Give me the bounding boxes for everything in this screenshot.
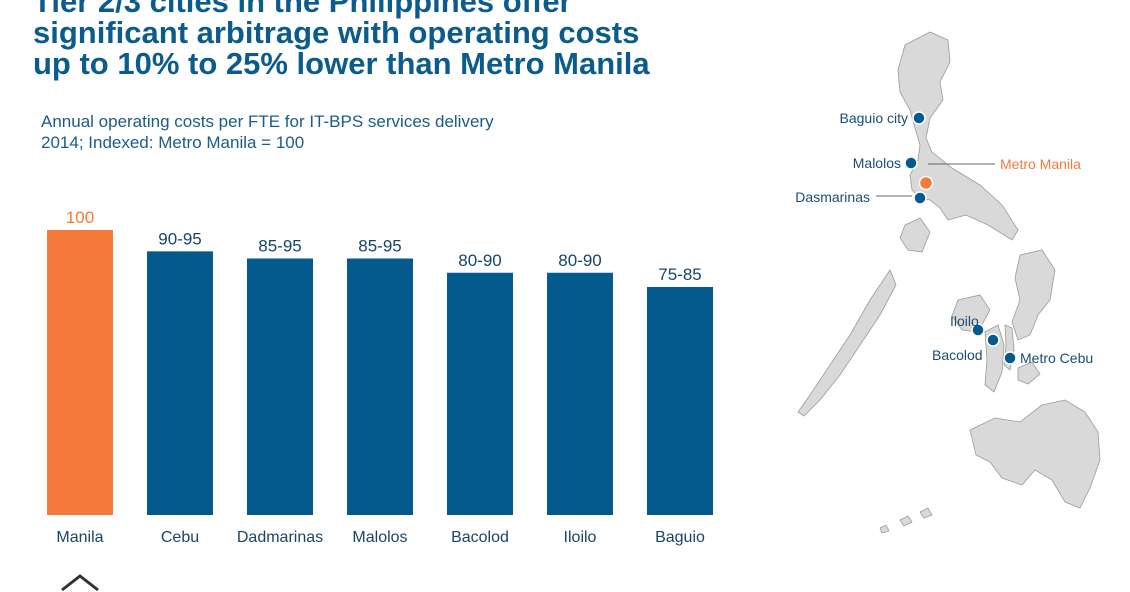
map-palawan bbox=[797, 269, 897, 417]
category-label: Malolos bbox=[352, 529, 407, 546]
map-luzon bbox=[897, 31, 1019, 241]
bacolod-label: Bacolod bbox=[932, 347, 983, 363]
logo-chevron-icon bbox=[61, 574, 99, 592]
map-sulu-islands bbox=[879, 507, 933, 534]
bar-chart: 100 Manila 90-95 Cebu 85-95 Dadmarinas 85-95 Ma… bbox=[47, 208, 713, 546]
malolos-marker bbox=[904, 156, 918, 170]
title-line-3: up to 10% to 25% lower than Metro Manila bbox=[33, 46, 650, 81]
metro-cebu-marker bbox=[1003, 351, 1017, 365]
chart-subtitle-line-2: 2014; Indexed: Metro Manila = 100 bbox=[41, 133, 305, 152]
bar-value-label: 90-95 bbox=[158, 229, 201, 248]
chart-subtitle: Annual operating costs per FTE for IT-BP… bbox=[41, 111, 494, 153]
iloilo-label: Iloilo bbox=[950, 313, 979, 329]
bar-bacolod bbox=[447, 272, 513, 515]
baguio-city-marker bbox=[912, 111, 926, 125]
bar-value-label: 85-95 bbox=[358, 237, 401, 256]
bar-value-label: 75-85 bbox=[658, 265, 701, 284]
bar-value-label: 80-90 bbox=[558, 251, 601, 270]
category-label: Cebu bbox=[161, 529, 199, 546]
bar-value-label: 85-95 bbox=[258, 237, 301, 256]
map-bohol bbox=[1017, 361, 1041, 385]
bar-value-label: 80-90 bbox=[458, 251, 501, 270]
category-label: Bacolod bbox=[451, 529, 509, 546]
category-label: Iloilo bbox=[564, 529, 597, 546]
title-line-1: Tier 2/3 cities in the Philippines offer bbox=[33, 0, 572, 19]
bacolod-marker bbox=[986, 333, 1000, 347]
map-samar-leyte bbox=[1011, 249, 1056, 341]
bar-value-label: 100 bbox=[66, 208, 94, 227]
dasmarinas-label: Dasmarinas bbox=[795, 189, 870, 205]
chart-subtitle-line-1: Annual operating costs per FTE for IT-BP… bbox=[41, 112, 494, 131]
metro-manila-label: Metro Manila bbox=[1000, 156, 1081, 172]
map-mindanao bbox=[969, 399, 1101, 509]
metro-cebu-label: Metro Cebu bbox=[1020, 350, 1093, 366]
page-title: Tier 2/3 cities in the Philippines offer… bbox=[33, 0, 793, 79]
philippines-map: Baguio city Malolos Metro Manila Dasmari… bbox=[795, 31, 1101, 534]
baguio-city-label: Baguio city bbox=[840, 110, 908, 126]
map-landmass bbox=[797, 31, 1101, 534]
bar-cebu bbox=[147, 251, 213, 515]
map-mindoro bbox=[899, 217, 931, 253]
category-label: Dadmarinas bbox=[237, 529, 323, 546]
metro-manila-marker bbox=[918, 175, 934, 191]
bar-manila bbox=[47, 230, 113, 515]
category-label: Manila bbox=[56, 529, 103, 546]
malolos-label: Malolos bbox=[853, 155, 901, 171]
bar-malolos bbox=[347, 258, 413, 515]
bar-dadmarinas bbox=[247, 258, 313, 515]
bar-iloilo bbox=[547, 272, 613, 515]
title-line-2: significant arbitrage with operating cos… bbox=[33, 15, 640, 50]
bar-baguio bbox=[647, 287, 713, 515]
iloilo-marker bbox=[971, 323, 985, 337]
map-markers: Baguio city Malolos Metro Manila Dasmari… bbox=[795, 110, 1093, 366]
dasmarinas-marker bbox=[913, 191, 927, 205]
category-label: Baguio bbox=[655, 529, 705, 546]
